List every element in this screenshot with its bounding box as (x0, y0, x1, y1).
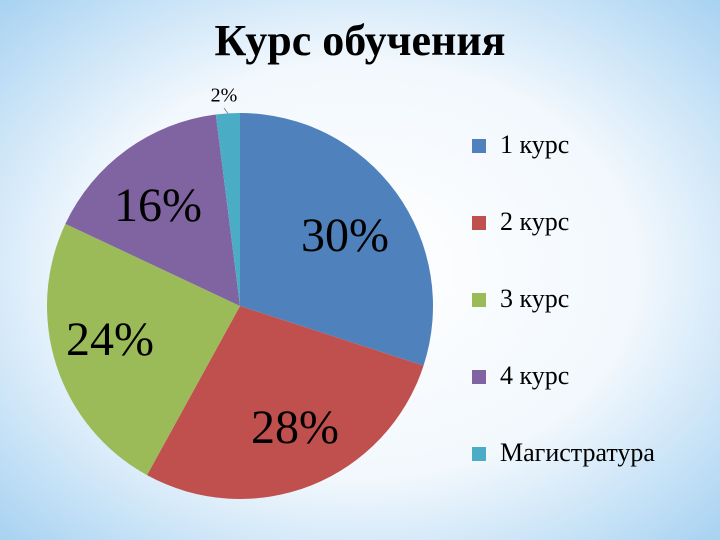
leader-line (223, 107, 229, 114)
pie-slice (240, 113, 433, 366)
pie-slice (147, 306, 424, 499)
legend-label: 1 курс (500, 130, 569, 159)
chart-title: Курс обучения (215, 16, 506, 65)
data-label: 30% (301, 209, 389, 262)
legend-swatch (472, 370, 486, 384)
legend-label: 4 курс (500, 361, 569, 390)
pie-slice (215, 113, 240, 306)
pie-slice (47, 223, 241, 476)
legend-label: Магистратура (500, 438, 655, 467)
data-label: 2% (211, 85, 238, 107)
legend-swatch (472, 293, 486, 307)
pie-slice (65, 114, 240, 306)
data-label: 28% (251, 401, 339, 454)
legend-swatch (472, 447, 486, 461)
data-label: 24% (66, 313, 154, 366)
legend-label: 3 курс (500, 284, 569, 313)
legend-label: 2 курс (500, 207, 569, 236)
data-label: 16% (114, 179, 202, 232)
legend-swatch (472, 216, 486, 230)
legend-swatch (472, 139, 486, 153)
